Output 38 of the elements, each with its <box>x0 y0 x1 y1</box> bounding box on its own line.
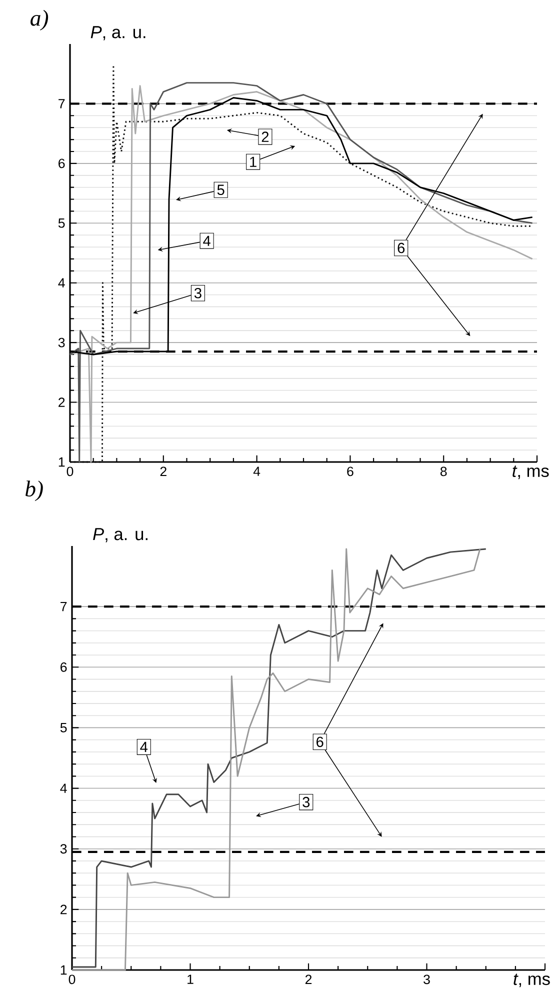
y-tick-label: 3 <box>58 338 65 348</box>
annotation: 4 <box>203 236 210 246</box>
annotation: 5 <box>217 184 224 195</box>
x-tick-label: 1 <box>188 974 194 984</box>
y-tick-label: 2 <box>60 904 67 914</box>
annotation: 4 <box>140 742 148 752</box>
x-axis-title: t, ms <box>514 974 550 988</box>
annotation: 2 <box>262 132 269 142</box>
y-tick-label: 5 <box>58 218 65 228</box>
y-tick-label: 5 <box>60 723 67 732</box>
chart-title: b) <box>26 480 43 502</box>
annotation: 6 <box>398 242 405 254</box>
x-axis-title: t, ms <box>512 466 549 480</box>
x-tick-label: 3 <box>424 974 430 984</box>
x-tick-label: 2 <box>305 974 312 984</box>
y-axis-title: P, a. u. <box>93 528 148 542</box>
y-axis-title: P, a. u. <box>90 26 146 40</box>
y-tick-label: 6 <box>60 662 67 672</box>
y-tick-label: 6 <box>58 158 65 168</box>
y-tick-label: 3 <box>60 844 67 854</box>
annotation: 1 <box>250 156 256 167</box>
x-tick-label: 2 <box>160 466 166 476</box>
y-tick-label: 7 <box>58 99 65 108</box>
y-tick-label: 4 <box>58 278 65 288</box>
y-tick-label: 2 <box>58 398 65 407</box>
y-tick-label: 1 <box>58 457 65 467</box>
x-tick-label: 0 <box>66 466 74 476</box>
annotation: 3 <box>302 796 310 808</box>
y-tick-label: 1 <box>60 965 67 975</box>
x-tick-label: 0 <box>68 974 76 984</box>
y-tick-label: 4 <box>60 784 67 793</box>
x-tick-label: 4 <box>253 466 260 476</box>
y-tick-label: 7 <box>60 602 67 612</box>
x-tick-label: 6 <box>347 466 354 476</box>
annotation: 6 <box>316 736 324 748</box>
x-tick-label: 8 <box>440 466 447 476</box>
chart-title: a) <box>30 10 48 30</box>
annotation: 3 <box>194 288 202 298</box>
